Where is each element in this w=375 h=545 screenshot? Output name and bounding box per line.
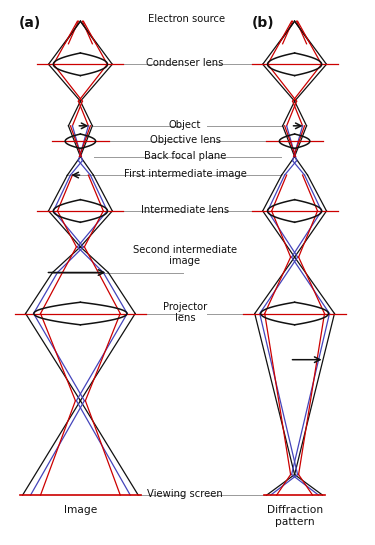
Text: Objective lens: Objective lens bbox=[150, 135, 220, 145]
Text: Object: Object bbox=[169, 120, 201, 130]
Text: (b): (b) bbox=[252, 16, 274, 30]
Text: Image: Image bbox=[64, 505, 97, 516]
Text: Back focal plane: Back focal plane bbox=[144, 150, 226, 161]
Text: First intermediate image: First intermediate image bbox=[124, 169, 246, 179]
Text: Second intermediate
image: Second intermediate image bbox=[133, 245, 237, 267]
Text: (a): (a) bbox=[19, 16, 41, 30]
Text: Diffraction
pattern: Diffraction pattern bbox=[267, 505, 322, 527]
Text: Condenser lens: Condenser lens bbox=[146, 58, 224, 68]
Text: Electron source: Electron source bbox=[148, 14, 226, 24]
Text: Projector
lens: Projector lens bbox=[163, 302, 207, 323]
Text: Intermediate lens: Intermediate lens bbox=[141, 205, 229, 215]
Text: Viewing screen: Viewing screen bbox=[147, 489, 223, 499]
